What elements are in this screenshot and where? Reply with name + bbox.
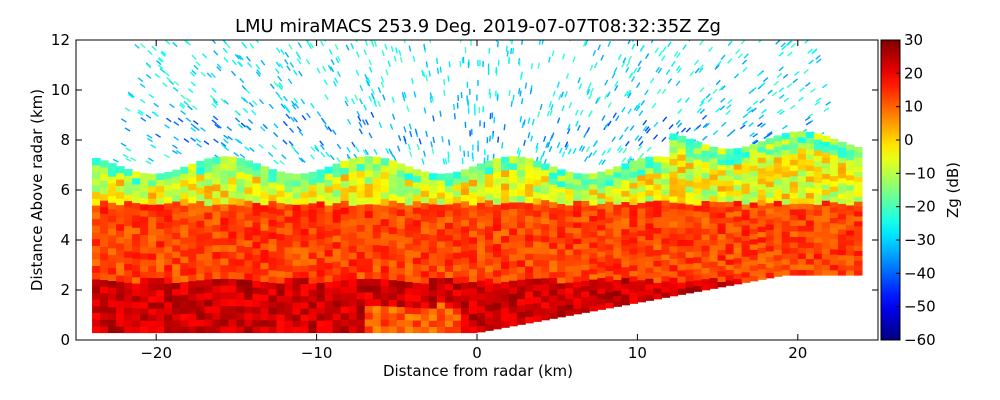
y-tick-label: 12 — [51, 31, 70, 49]
colorbar-gradient — [880, 39, 901, 341]
x-tick-label: 20 — [788, 344, 807, 362]
chart-title: LMU miraMACS 253.9 Deg. 2019-07-07T08:32… — [235, 16, 721, 37]
colorbar: 30 20 10 0 −10 −20 −30 −40 −50 −60 — [880, 31, 936, 349]
plot-frame — [75, 39, 879, 341]
x-tick-label: 10 — [628, 344, 647, 362]
colorbar-tick-label: −40 — [904, 264, 936, 282]
plot-area — [92, 40, 863, 334]
colorbar-tick-label: −50 — [904, 298, 936, 316]
colorbar-tick-label: 20 — [904, 64, 923, 82]
y-tick-label: 2 — [60, 281, 70, 299]
x-tick-label: −10 — [301, 344, 333, 362]
x-tick-label: −20 — [140, 344, 172, 362]
colorbar-tick-label: 0 — [904, 131, 914, 149]
x-tick-label: 0 — [472, 344, 482, 362]
colorbar-tick-label: −30 — [904, 231, 936, 249]
noise-speckle — [112, 40, 843, 166]
colorbar-tick-label: −60 — [904, 331, 936, 349]
colorbar-tick-label: 10 — [904, 98, 923, 116]
x-axis: −20 −10 0 10 20 — [140, 40, 807, 362]
y-tick-label: 4 — [60, 231, 70, 249]
y-tick-label: 8 — [60, 131, 70, 149]
y-tick-label: 0 — [60, 331, 70, 349]
y-axis-label: Distance Above radar (km) — [28, 89, 46, 291]
colorbar-tick-label: −10 — [904, 164, 936, 182]
colorbar-tick-label: −20 — [904, 198, 936, 216]
colorbar-label: Zg (dB) — [944, 162, 962, 218]
x-axis-label: Distance from radar (km) — [383, 362, 573, 380]
y-tick-label: 6 — [60, 181, 70, 199]
y-tick-label: 10 — [51, 81, 70, 99]
radar-field — [92, 40, 863, 334]
y-axis: 0 2 4 6 8 10 12 — [51, 31, 878, 349]
colorbar-tick-label: 30 — [904, 31, 923, 49]
reflectivity-bands — [92, 131, 863, 334]
